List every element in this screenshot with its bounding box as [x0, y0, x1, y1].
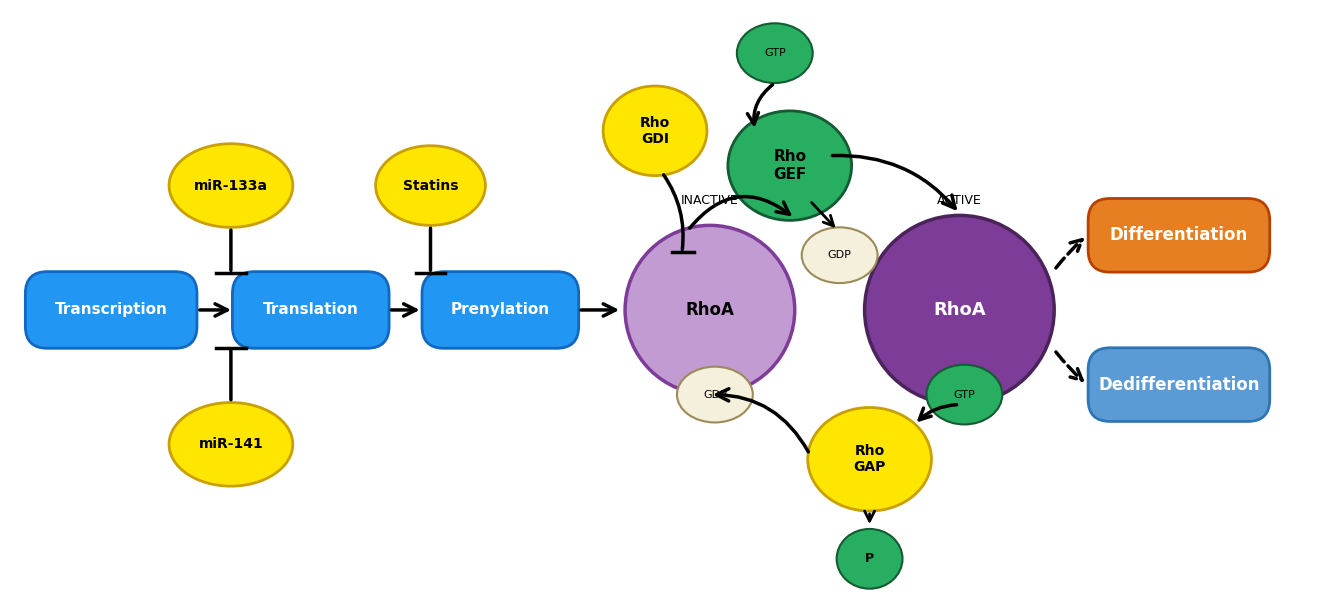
Text: GTP: GTP — [954, 389, 975, 400]
Text: Rho
GAP: Rho GAP — [854, 444, 886, 474]
Ellipse shape — [677, 367, 753, 423]
Text: GTP: GTP — [763, 48, 786, 58]
Text: miR-141: miR-141 — [198, 437, 264, 452]
Text: Differentiation: Differentiation — [1110, 226, 1248, 244]
Text: RhoA: RhoA — [934, 301, 986, 319]
Text: miR-133a: miR-133a — [194, 179, 268, 193]
Ellipse shape — [927, 365, 1002, 424]
FancyBboxPatch shape — [1088, 199, 1269, 272]
Text: Statins: Statins — [402, 179, 458, 193]
Text: P: P — [864, 552, 874, 565]
Text: Rho
GDI: Rho GDI — [639, 116, 670, 146]
Text: ACTIVE: ACTIVE — [936, 194, 982, 207]
Text: Prenylation: Prenylation — [450, 302, 550, 317]
FancyBboxPatch shape — [232, 272, 389, 349]
Ellipse shape — [836, 529, 903, 589]
Ellipse shape — [169, 144, 293, 228]
FancyBboxPatch shape — [1088, 348, 1269, 421]
Ellipse shape — [737, 23, 813, 83]
FancyBboxPatch shape — [25, 272, 197, 349]
Text: Transcription: Transcription — [55, 302, 168, 317]
Text: INACTIVE: INACTIVE — [681, 194, 739, 207]
Text: Translation: Translation — [262, 302, 358, 317]
Ellipse shape — [807, 408, 931, 511]
FancyBboxPatch shape — [422, 272, 578, 349]
Text: GDP: GDP — [827, 250, 851, 260]
Circle shape — [625, 225, 795, 394]
Ellipse shape — [169, 403, 293, 486]
Ellipse shape — [727, 111, 851, 220]
Text: RhoA: RhoA — [686, 301, 734, 319]
Ellipse shape — [802, 228, 878, 283]
Ellipse shape — [376, 146, 485, 225]
Text: Rho
GEF: Rho GEF — [773, 149, 806, 182]
Text: GDP: GDP — [703, 389, 727, 400]
Ellipse shape — [603, 86, 707, 176]
Circle shape — [864, 216, 1054, 405]
Text: Dedifferentiation: Dedifferentiation — [1098, 376, 1260, 394]
